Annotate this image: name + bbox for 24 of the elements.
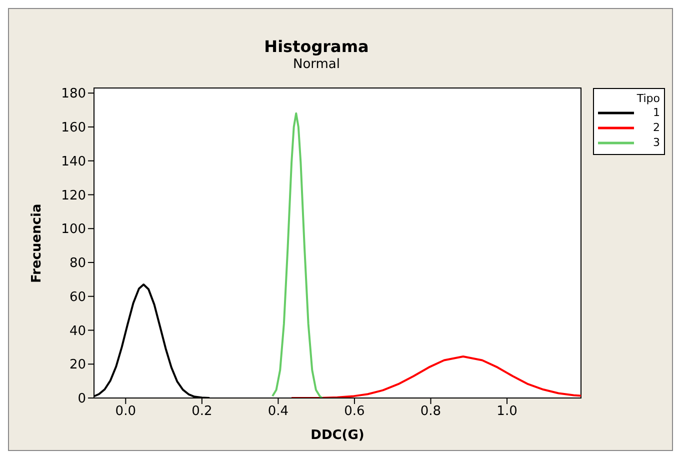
y-tick-label: 180	[61, 86, 86, 102]
y-tick-label: 80	[69, 256, 86, 272]
y-axis-title: Frecuencia	[30, 204, 45, 283]
chart-subtitle: Normal	[292, 57, 342, 72]
x-tick-label: 0.0	[115, 404, 136, 420]
y-tick-label: 20	[69, 358, 86, 373]
y-tick-label: 140	[61, 154, 86, 170]
y-tick-label: 60	[69, 290, 86, 305]
legend-title: Tipo	[636, 92, 660, 105]
y-tick-label: 100	[61, 222, 86, 238]
x-tick-label: 0.2	[192, 404, 212, 420]
y-tick-label: 160	[61, 120, 86, 136]
x-tick-label: 0.8	[420, 404, 442, 420]
x-axis-title: DDC(G)	[310, 428, 364, 443]
y-tick-label: 120	[61, 188, 86, 204]
legend-label: 3	[653, 136, 660, 149]
chart-title: Histograma	[263, 37, 370, 56]
y-tick-label: 40	[69, 324, 86, 339]
x-tick-label: 0.6	[344, 404, 365, 420]
legend-label: 1	[653, 106, 660, 119]
x-tick-label: 1.0	[496, 404, 518, 420]
legend-label: 2	[653, 121, 660, 134]
y-tick-label: 0	[78, 392, 86, 407]
x-tick-label: 0.4	[268, 404, 289, 420]
